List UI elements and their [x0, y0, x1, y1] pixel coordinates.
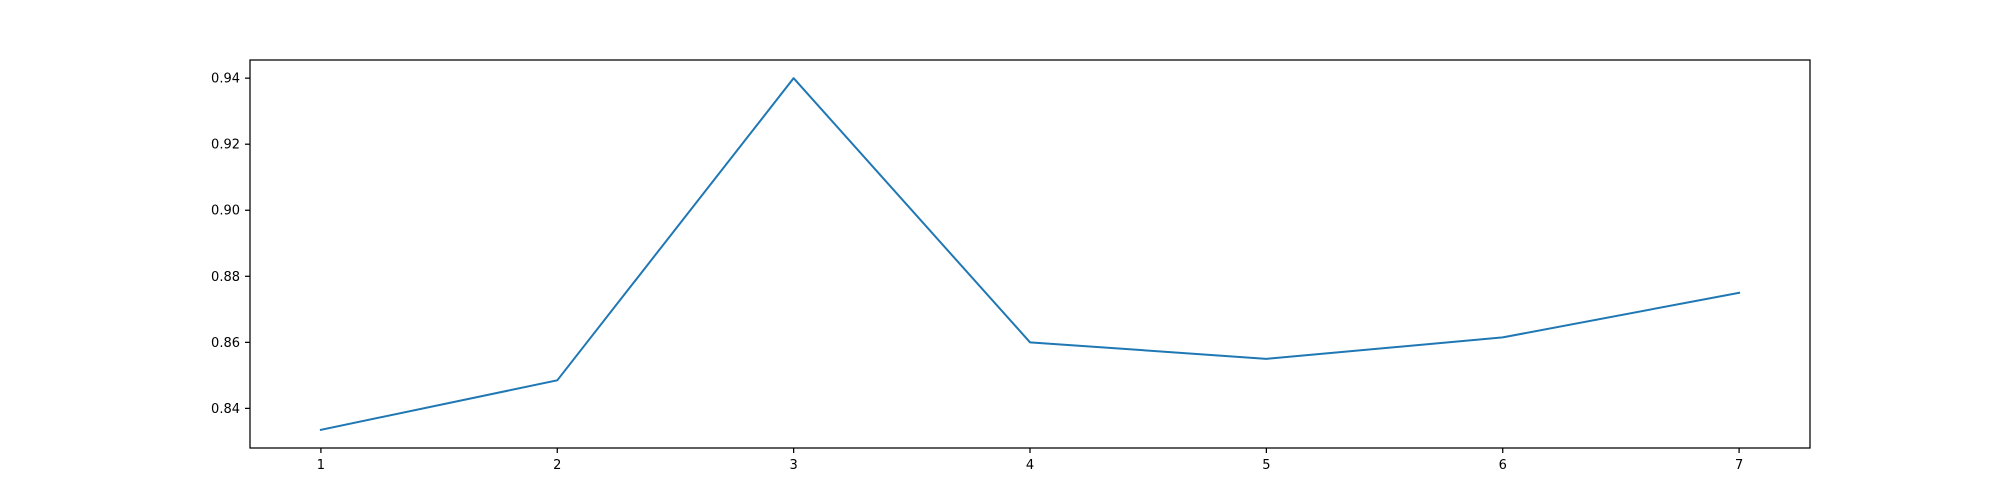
y-tick-label: 0.84	[211, 402, 240, 417]
x-tick-label: 2	[553, 458, 561, 473]
series-line	[319, 77, 1741, 432]
y-tick-label: 0.92	[211, 138, 240, 153]
y-tick-label: 0.88	[211, 270, 240, 285]
plot-area: 0.84 0.86 0.88 0.90 0.92 0.94 1 2 3 4 5 6 7	[211, 59, 1811, 473]
x-tick-label: 3	[789, 458, 797, 473]
y-tick-label: 0.86	[211, 336, 240, 351]
x-tick-label: 4	[1026, 458, 1034, 473]
y-tick-label: 0.90	[211, 204, 240, 219]
series-layer	[319, 77, 1741, 432]
x-tick-label: 5	[1262, 458, 1270, 473]
x-tick-label: 7	[1735, 458, 1743, 473]
x-tick-label: 6	[1499, 458, 1507, 473]
y-axis: 0.84 0.86 0.88 0.90 0.92 0.94	[211, 72, 250, 417]
x-axis: 1 2 3 4 5 6 7	[317, 448, 1743, 473]
y-tick-label: 0.94	[211, 72, 240, 87]
x-tick-label: 1	[317, 458, 325, 473]
